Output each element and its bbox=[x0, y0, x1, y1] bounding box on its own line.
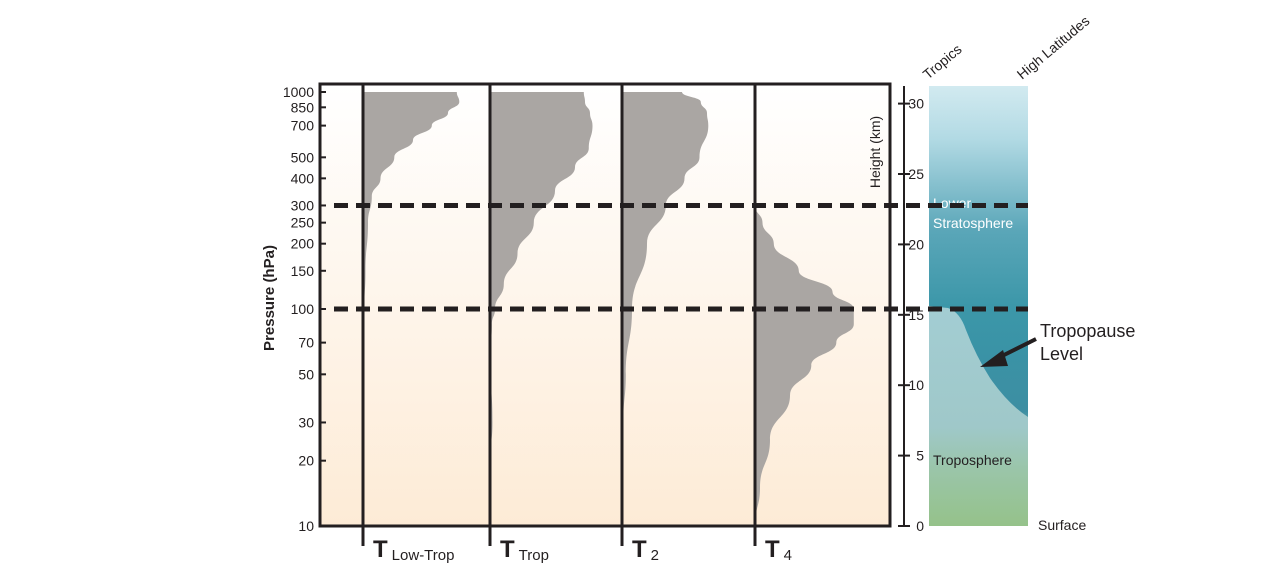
curve-t-trop bbox=[490, 92, 593, 461]
column-troposphere bbox=[929, 306, 1028, 526]
curve-t-2 bbox=[622, 92, 709, 461]
pressure-tick-label: 10 bbox=[298, 518, 314, 534]
atmosphere-column: Lower Stratosphere Troposphere bbox=[929, 86, 1028, 526]
pressure-tick-label: 70 bbox=[298, 335, 314, 351]
high-latitudes-header: High Latitudes bbox=[1014, 13, 1093, 83]
pressure-tick-label: 300 bbox=[291, 197, 315, 213]
pressure-axis: 10 20 30 50 70 100 150 200 250 300 400 500 700 850100… bbox=[283, 84, 326, 534]
troposphere-label: Troposphere bbox=[933, 452, 1012, 468]
channel-label: T Low-Trop bbox=[373, 536, 454, 564]
tropics-header: Tropics bbox=[920, 41, 965, 82]
pressure-tick-label: 850 bbox=[291, 99, 315, 115]
channel-label: T Trop bbox=[500, 536, 549, 564]
stratosphere-label-line2: Stratosphere bbox=[933, 215, 1013, 231]
pressure-tick-label: 20 bbox=[298, 453, 314, 469]
height-axis-label: Height (km) bbox=[867, 116, 883, 188]
pressure-axis-label: Pressure (hPa) bbox=[261, 245, 278, 351]
pressure-tick-label: 100 bbox=[291, 301, 315, 317]
pressure-tick-label: 250 bbox=[291, 215, 315, 231]
pressure-tick-label: 500 bbox=[291, 149, 315, 165]
pressure-tick-label: 50 bbox=[298, 366, 314, 382]
height-tick-label: 0 bbox=[916, 518, 924, 534]
channel-baselines bbox=[361, 84, 757, 546]
curve-t-low-trop bbox=[363, 92, 460, 526]
height-tick-label: 10 bbox=[908, 377, 924, 393]
pressure-tick-label: 200 bbox=[291, 236, 315, 252]
pressure-tick-label: 1000 bbox=[283, 84, 314, 100]
weighting-curves bbox=[363, 92, 854, 526]
plot-frame bbox=[318, 82, 892, 528]
tropopause-arrow-head bbox=[980, 350, 1008, 367]
channel-labels: T Low-Trop T Trop T 2 T 4 bbox=[373, 536, 792, 564]
pressure-tick-label: 150 bbox=[291, 263, 315, 279]
reference-lines bbox=[334, 202, 1028, 312]
tropopause-label-line1: Tropopause bbox=[1040, 321, 1135, 341]
tropopause-label-line2: Level bbox=[1040, 344, 1083, 364]
pressure-tick-label: 30 bbox=[298, 414, 314, 430]
height-tick-label: 30 bbox=[908, 96, 924, 112]
height-tick-label: 25 bbox=[908, 166, 924, 182]
height-tick-label: 20 bbox=[908, 236, 924, 252]
tropopause-annotation: Tropopause Level bbox=[980, 321, 1135, 367]
height-tick-label: 5 bbox=[916, 448, 924, 464]
pressure-tick-label: 700 bbox=[291, 118, 315, 134]
curve-t-4 bbox=[755, 205, 854, 526]
pressure-tick-label: 400 bbox=[291, 170, 315, 186]
surface-label: Surface bbox=[1038, 517, 1086, 533]
